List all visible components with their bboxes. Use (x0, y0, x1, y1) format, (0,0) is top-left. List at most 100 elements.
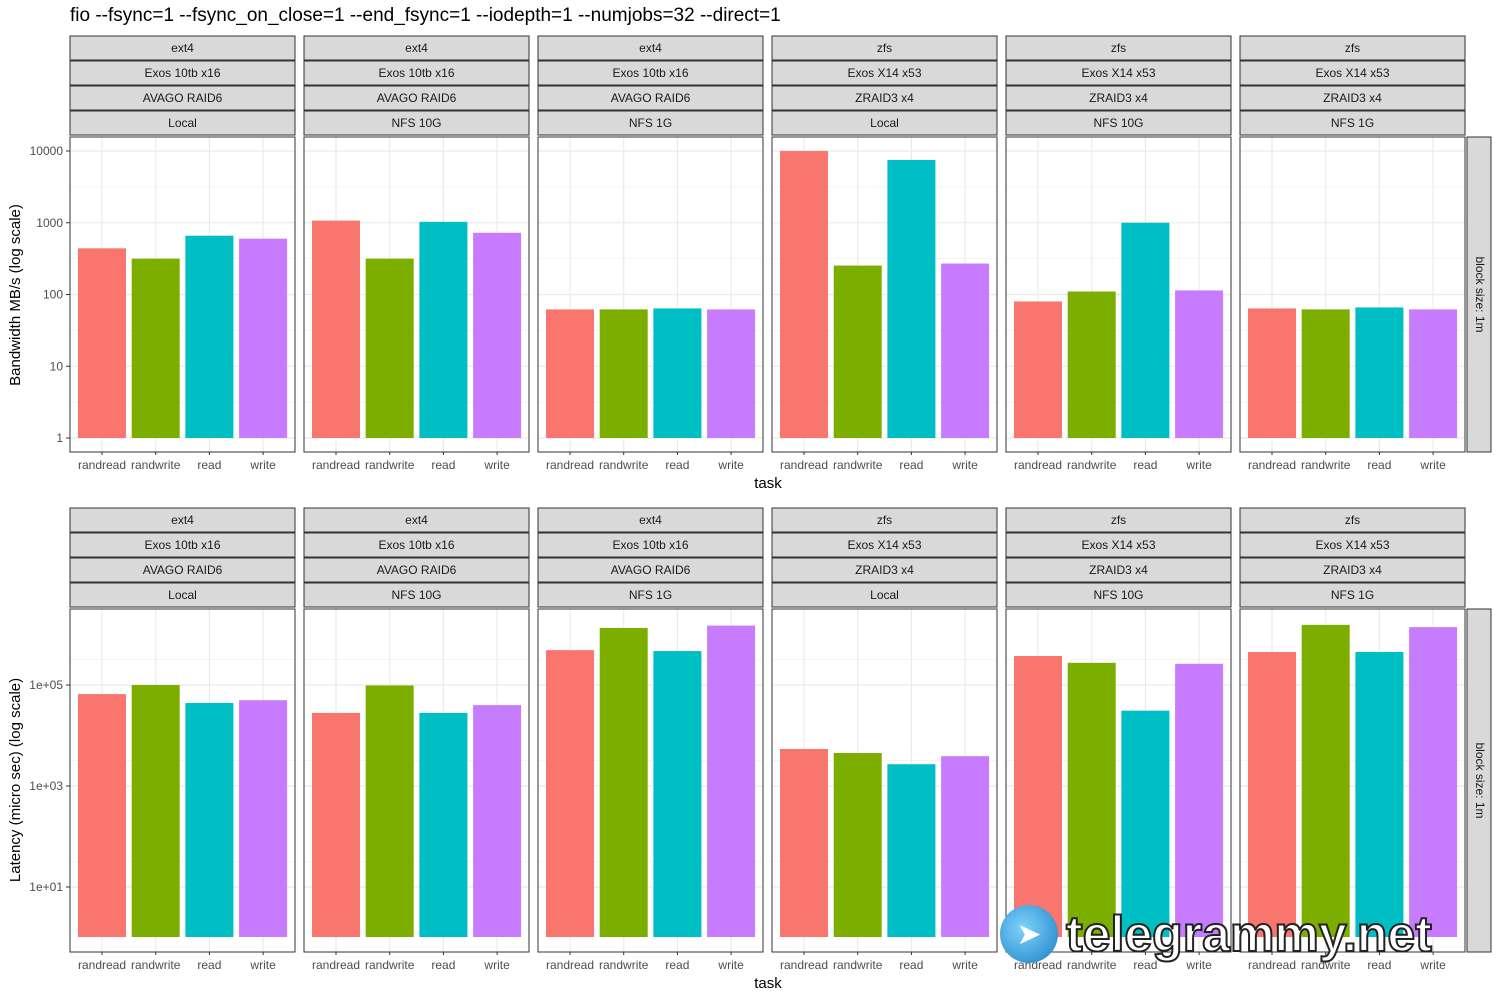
bar-write (941, 756, 990, 937)
panel-border (1005, 136, 1232, 453)
bar-read (887, 764, 936, 937)
x-axis-title: task (754, 475, 782, 492)
facet-strip (69, 110, 296, 136)
x-tick-label: randread (312, 958, 360, 972)
facet-strip-label: ZRAID3 x4 (1089, 563, 1148, 577)
facet-strip-label: Local (168, 588, 197, 602)
facet-strip-label: ext4 (171, 41, 194, 55)
facet-strip-label: ZRAID3 x4 (855, 91, 914, 105)
bar-randread (780, 151, 828, 438)
facet-strip (1239, 60, 1466, 86)
facet-strip-label: Exos X14 x53 (1081, 66, 1155, 80)
panel-border (537, 608, 764, 953)
facet-strip (303, 532, 530, 558)
x-tick-label: read (431, 958, 455, 972)
facet-strip-label: ext4 (639, 513, 662, 527)
facet-strip (1005, 532, 1232, 558)
bar-randread (78, 248, 126, 438)
y-tick-label: 10 (50, 359, 64, 373)
x-tick-label: write (249, 458, 276, 472)
facet-strip (69, 507, 296, 533)
bar-randwrite (833, 265, 882, 438)
watermark: ➤ telegrammy.net (1000, 905, 1433, 963)
facet-strip-label: AVAGO RAID6 (143, 91, 223, 105)
x-tick-label: randread (546, 958, 594, 972)
facet-strip-label: zfs (1345, 513, 1360, 527)
facet-strip-label: NFS 10G (1093, 116, 1143, 130)
bar-write (1175, 290, 1224, 438)
panel-border (537, 136, 764, 453)
facet-strip (1239, 507, 1466, 533)
facet-strip-label: Exos 10tb x16 (378, 66, 454, 80)
bar-read (1355, 652, 1404, 937)
panel-border (1005, 608, 1232, 953)
facet-strip (1005, 507, 1232, 533)
bar-randwrite (365, 258, 414, 438)
facet-strip (537, 507, 764, 533)
facet-strip-label: Exos X14 x53 (1081, 538, 1155, 552)
facet-strip (69, 35, 296, 61)
facet-strip (1239, 110, 1466, 136)
facet-strip (771, 110, 998, 136)
x-tick-label: read (1367, 458, 1391, 472)
panel-border (303, 136, 530, 453)
x-tick-label: randread (1248, 958, 1296, 972)
bar-randwrite (1301, 624, 1350, 937)
x-tick-label: read (197, 458, 221, 472)
right-facet-strip-label: block size: 1m (1473, 742, 1487, 818)
bar-read (1121, 710, 1170, 937)
bar-read (653, 651, 702, 937)
x-tick-label: read (431, 458, 455, 472)
y-tick-label: 1e+03 (29, 779, 63, 793)
x-tick-label: write (951, 458, 978, 472)
bar-read (1355, 307, 1404, 438)
x-tick-label: randread (546, 458, 594, 472)
right-facet-strip-label: block size: 1m (1473, 256, 1487, 332)
panel-border (69, 608, 296, 953)
facet-strip (537, 110, 764, 136)
facet-strip (1239, 85, 1466, 111)
facet-strip (69, 582, 296, 608)
facet-strip (69, 85, 296, 111)
facet-strip (771, 507, 998, 533)
bar-randwrite (1301, 309, 1350, 438)
panel-border (1239, 608, 1466, 953)
x-tick-label: randread (312, 458, 360, 472)
facet-strip-label: Exos X14 x53 (847, 538, 921, 552)
bar-read (419, 221, 468, 438)
facet-strip (537, 557, 764, 583)
facet-strip-label: AVAGO RAID6 (143, 563, 223, 577)
x-tick-label: read (1133, 958, 1157, 972)
facet-strip-label: NFS 1G (629, 588, 672, 602)
facet-strip-label: Exos X14 x53 (1315, 538, 1389, 552)
bar-randwrite (1067, 291, 1116, 438)
x-tick-label: write (951, 958, 978, 972)
facet-strip-label: Exos X14 x53 (847, 66, 921, 80)
facet-strip (537, 60, 764, 86)
facet-strip-label: AVAGO RAID6 (377, 91, 457, 105)
bar-write (707, 625, 756, 937)
x-tick-label: randwrite (1301, 458, 1351, 472)
x-tick-label: randread (780, 458, 828, 472)
facet-strip-label: AVAGO RAID6 (377, 563, 457, 577)
facet-strip-label: ZRAID3 x4 (1323, 563, 1382, 577)
facet-strip-label: Exos 10tb x16 (144, 538, 220, 552)
facet-strip-label: Exos X14 x53 (1315, 66, 1389, 80)
facet-strip-label: Exos 10tb x16 (612, 538, 688, 552)
x-tick-label: write (483, 458, 510, 472)
facet-strip (1239, 532, 1466, 558)
bar-write (707, 309, 756, 438)
facet-strip (771, 532, 998, 558)
facet-strip-label: NFS 1G (1331, 116, 1374, 130)
bar-write (239, 700, 288, 937)
bar-randwrite (599, 309, 648, 438)
telegram-logo-icon: ➤ (1000, 905, 1058, 963)
facet-strip-label: Exos 10tb x16 (612, 66, 688, 80)
facet-strip-label: ext4 (639, 41, 662, 55)
panel-border (771, 136, 998, 453)
facet-strip (1005, 110, 1232, 136)
bar-randread (1248, 652, 1296, 937)
bar-randread (312, 712, 360, 937)
facet-strip-label: ZRAID3 x4 (855, 563, 914, 577)
x-tick-label: write (1419, 458, 1446, 472)
